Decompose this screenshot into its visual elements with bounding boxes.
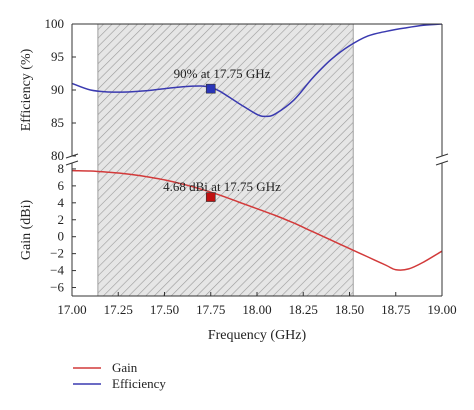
gain-y-tick-label: 8 [58, 161, 65, 176]
axis-break-right-lower [435, 160, 449, 166]
legend-gain-label: Gain [112, 360, 138, 375]
gain-y-tick-label: −2 [50, 246, 64, 261]
x-tick-label: 18.75 [381, 302, 410, 317]
gain-axis-title: Gain (dBi) [19, 200, 34, 261]
efficiency-marker [205, 83, 216, 94]
x-tick-label: 17.25 [104, 302, 133, 317]
legend-efficiency-label: Efficiency [112, 376, 166, 391]
gain-series-line [72, 169, 442, 271]
efficiency-y-tick-label: 80 [51, 148, 64, 163]
gain-marker [205, 192, 216, 202]
x-tick-label: 18.50 [335, 302, 364, 317]
x-tick-label: 17.00 [57, 302, 86, 317]
efficiency-series-line [72, 24, 442, 118]
legend: Gain Efficiency [73, 360, 166, 391]
gain-y-tick-label: −4 [50, 263, 64, 278]
efficiency-annotation: 90% at 17.75 GHz [174, 66, 271, 81]
gain-y-tick-label: 2 [58, 212, 65, 227]
gain-y-tick-label: −6 [50, 280, 64, 295]
efficiency-y-tick-label: 95 [51, 49, 64, 64]
efficiency-y-tick-label: 85 [51, 115, 64, 130]
x-tick-label: 19.00 [427, 302, 456, 317]
x-axis-title: Frequency (GHz) [208, 328, 307, 343]
axis-break-left-lower [65, 160, 79, 166]
gain-y-tick-label: 0 [58, 229, 65, 244]
gain-y-tick-label: 4 [58, 195, 65, 210]
efficiency-y-tick-label: 100 [45, 16, 65, 31]
efficiency-y-tick-label: 90 [51, 82, 64, 97]
gain-annotation: 4.68 dBi at 17.75 GHz [163, 179, 281, 194]
shaded-band [97, 23, 354, 297]
gain-y-tick-label: 6 [58, 178, 65, 193]
x-tick-label: 17.50 [150, 302, 179, 317]
x-tick-label: 17.75 [196, 302, 225, 317]
x-tick-label: 18.25 [289, 302, 318, 317]
efficiency-axis-title: Efficiency (%) [19, 48, 34, 131]
axis-break-right-upper [435, 153, 449, 159]
x-tick-label: 18.00 [242, 302, 271, 317]
